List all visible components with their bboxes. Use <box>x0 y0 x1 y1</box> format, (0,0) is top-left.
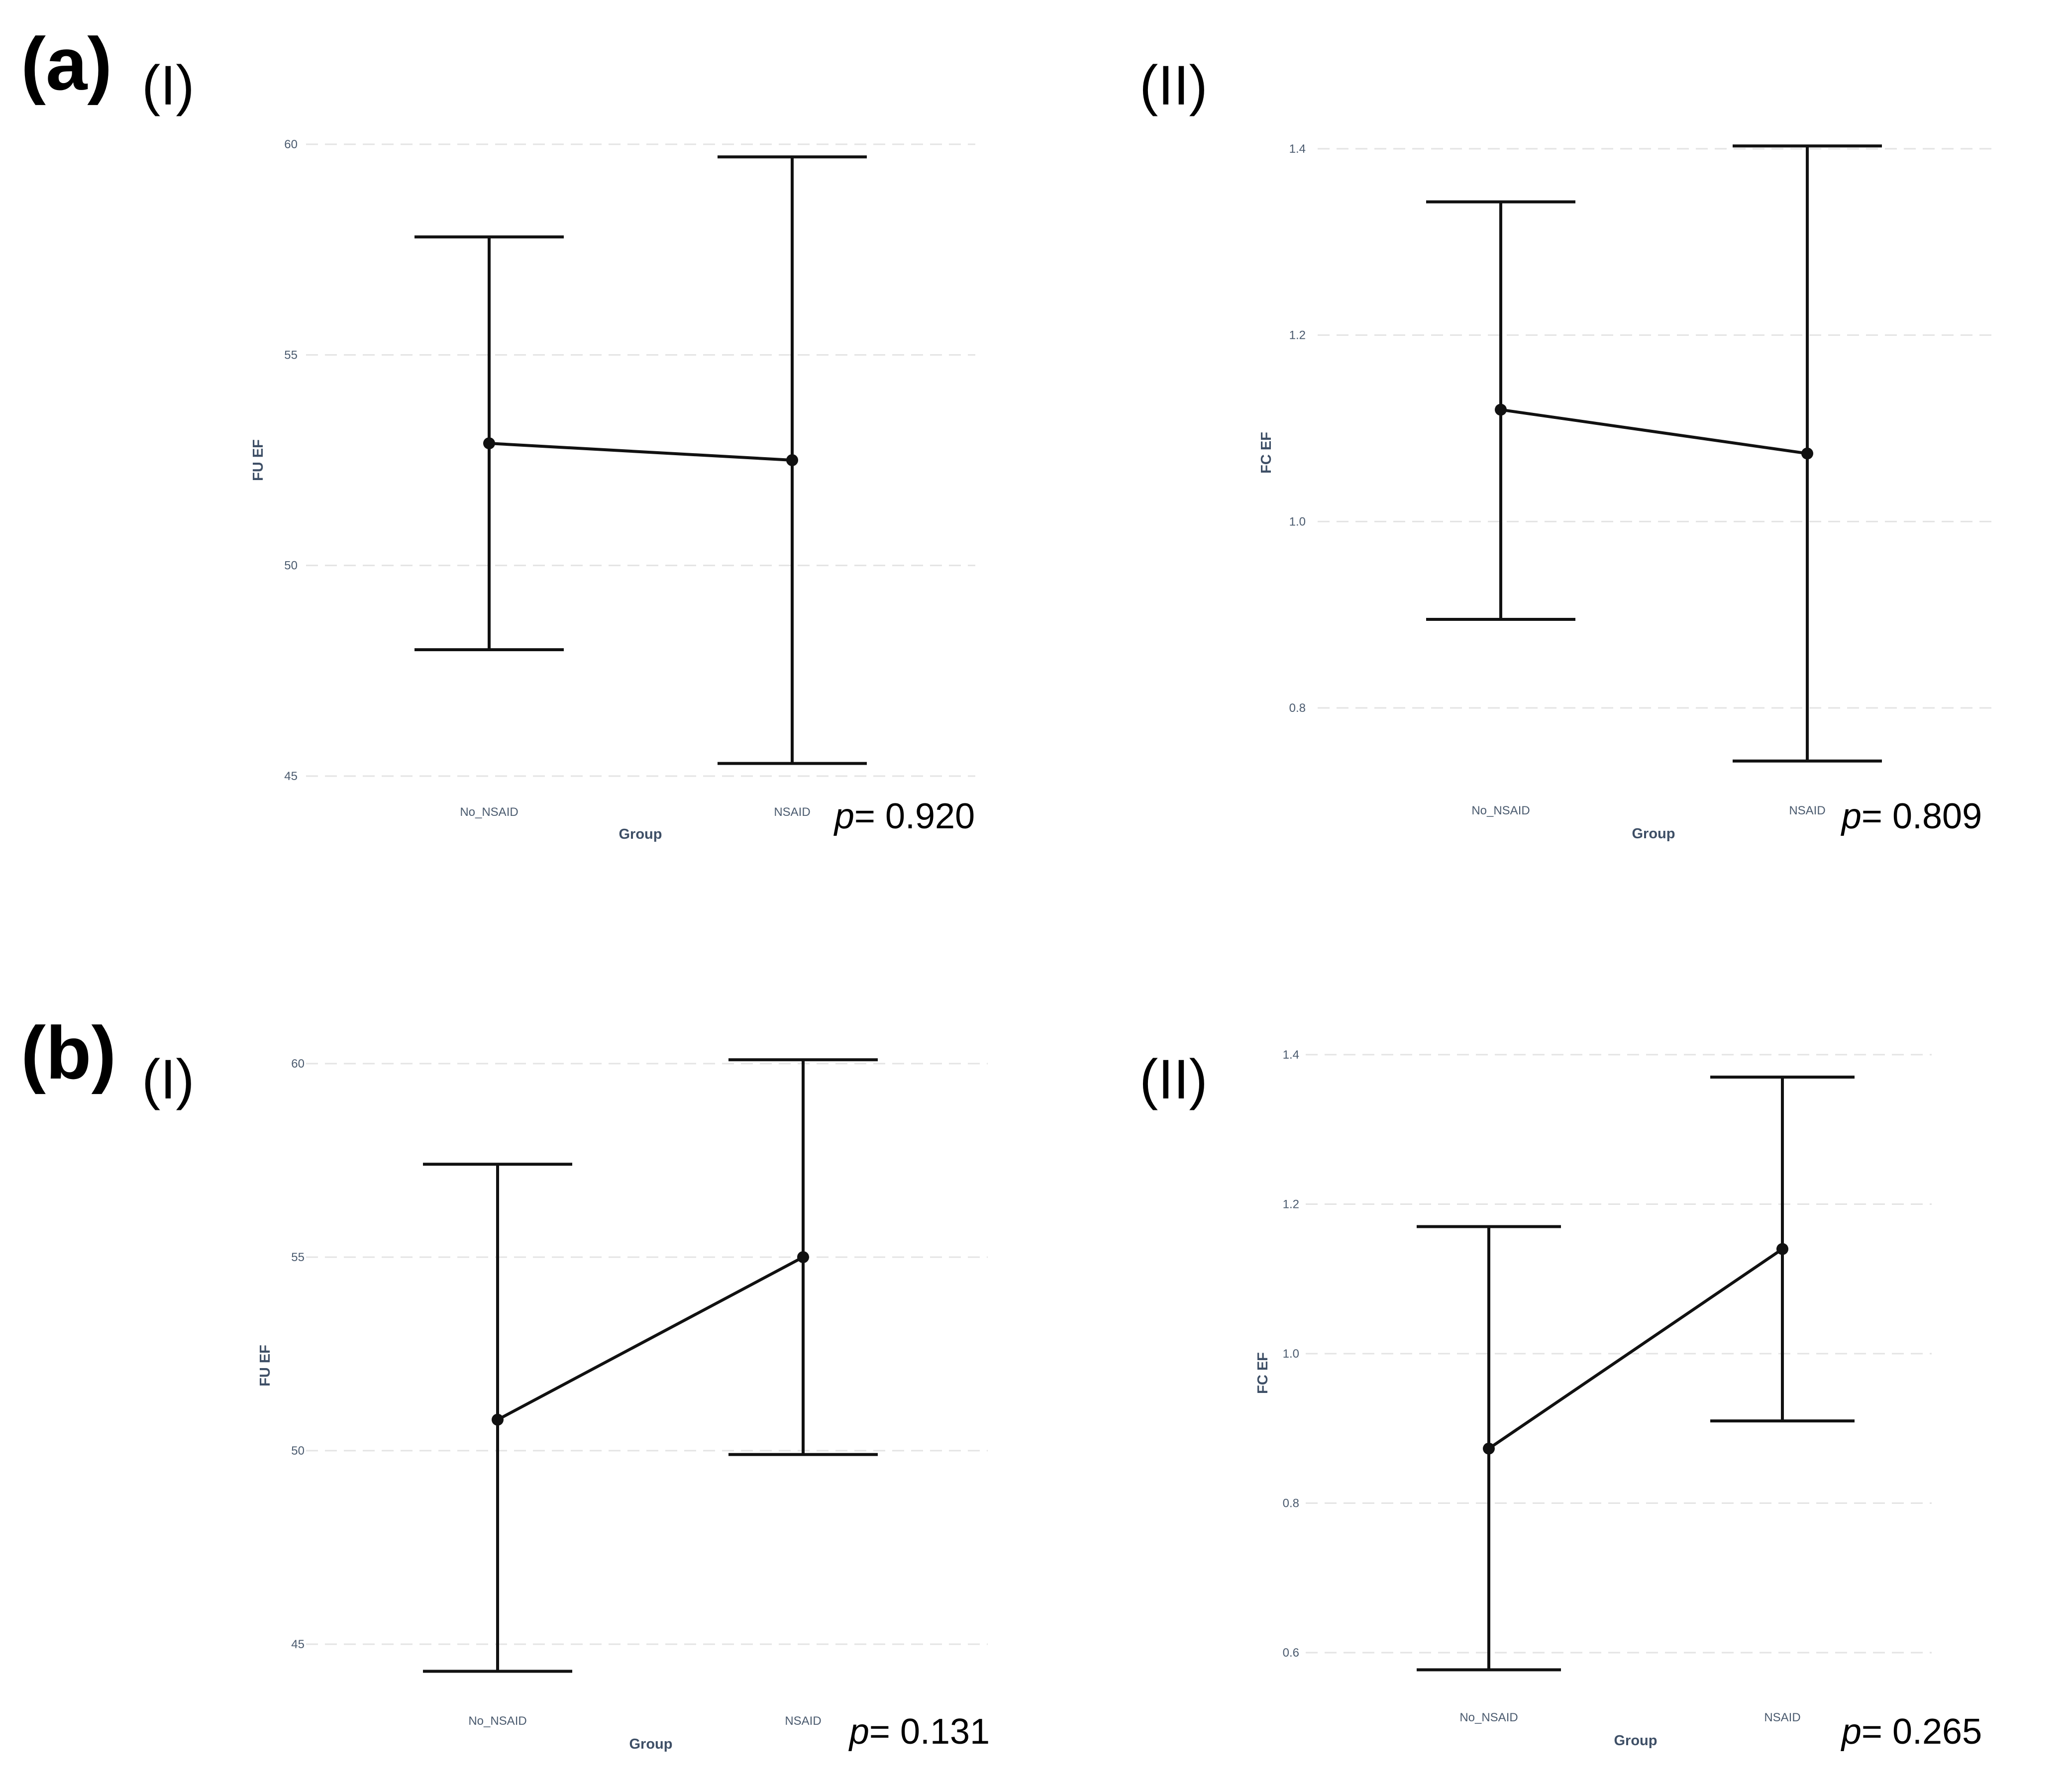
mean-point-No_NSAID <box>1483 1442 1495 1455</box>
y-tick-label: 1.4 <box>1283 1048 1299 1062</box>
x-tick-label: No_NSAID <box>468 1714 526 1728</box>
mean-point-NSAID <box>1776 1243 1788 1255</box>
y-tick-label: 0.8 <box>1289 701 1306 715</box>
chart-panel-b-I: (I) 45 50 55 60 FU EF No_NSAID NSAID Group p= 0.1… <box>142 1048 990 1752</box>
p-value-annotation: p= 0.131 <box>848 1712 990 1752</box>
figure-label-a: (a) <box>21 22 112 105</box>
panel-label: (I) <box>142 54 195 116</box>
y-tick-label: 1.0 <box>1283 1347 1299 1361</box>
panel-label: (I) <box>142 1048 195 1110</box>
chart-panel-b-II: (II) 0.6 0.8 1.0 1.2 1.4 FC EF No_NSAID NSAID Gro… <box>1140 1048 1982 1752</box>
mean-connector-line <box>497 1256 804 1421</box>
y-tick-label: 50 <box>291 1444 305 1458</box>
y-tick-label: 1.2 <box>1289 329 1306 342</box>
mean-point-NSAID <box>786 454 798 466</box>
y-axis-title: FC EF <box>1258 432 1274 474</box>
chart-panel-a-I: (I) 45 50 55 60 FU EF No_NSAID NSAID Group p= 0.9… <box>142 54 975 842</box>
mean-point-No_NSAID <box>492 1413 504 1426</box>
y-axis-title: FU EF <box>257 1345 273 1386</box>
y-tick-label: 1.2 <box>1283 1198 1299 1211</box>
chart-panel-a-II: (II) 0.8 1.0 1.2 1.4 FC EF No_NSAID NSAID Group p… <box>1140 54 1993 842</box>
x-axis-title: Group <box>629 1736 673 1752</box>
mean-connector-line <box>1500 408 1808 455</box>
x-axis-title: Group <box>1614 1733 1658 1749</box>
x-tick-label: NSAID <box>1789 804 1825 817</box>
y-axis-title: FC EF <box>1255 1352 1271 1394</box>
y-axis-title: FU EF <box>250 439 266 481</box>
mean-point-No_NSAID <box>483 437 495 450</box>
x-axis-title: Group <box>1632 826 1675 842</box>
y-tick-label: 1.4 <box>1289 142 1306 156</box>
mean-point-NSAID <box>1801 447 1813 460</box>
mean-connector-line <box>489 442 793 462</box>
y-tick-label: 50 <box>284 559 298 573</box>
x-tick-label: NSAID <box>774 805 810 819</box>
y-tick-label: 55 <box>291 1251 305 1264</box>
panel-label: (II) <box>1140 1048 1208 1110</box>
p-value-annotation: p= 0.809 <box>1841 796 1982 836</box>
y-tick-label: 0.6 <box>1283 1646 1299 1660</box>
x-axis-title: Group <box>619 826 662 842</box>
x-tick-label: No_NSAID <box>1459 1711 1518 1724</box>
mean-point-NSAID <box>797 1251 809 1263</box>
figure-label-b: (b) <box>21 1011 116 1094</box>
y-tick-label: 0.8 <box>1283 1497 1299 1510</box>
p-value-annotation: p= 0.265 <box>1841 1712 1982 1752</box>
mean-point-No_NSAID <box>1495 403 1507 416</box>
y-tick-label: 45 <box>291 1638 305 1651</box>
y-tick-label: 1.0 <box>1289 515 1306 528</box>
x-tick-label: NSAID <box>785 1714 821 1728</box>
y-tick-label: 60 <box>291 1057 305 1071</box>
y-tick-label: 60 <box>284 138 298 151</box>
mean-connector-line <box>1488 1248 1783 1450</box>
x-tick-label: No_NSAID <box>460 805 518 819</box>
y-tick-label: 55 <box>284 348 298 362</box>
y-tick-label: 45 <box>284 770 298 783</box>
x-tick-label: No_NSAID <box>1471 804 1530 817</box>
x-tick-label: NSAID <box>1764 1711 1800 1724</box>
p-value-annotation: p= 0.920 <box>833 796 975 836</box>
panel-label: (II) <box>1140 54 1208 116</box>
